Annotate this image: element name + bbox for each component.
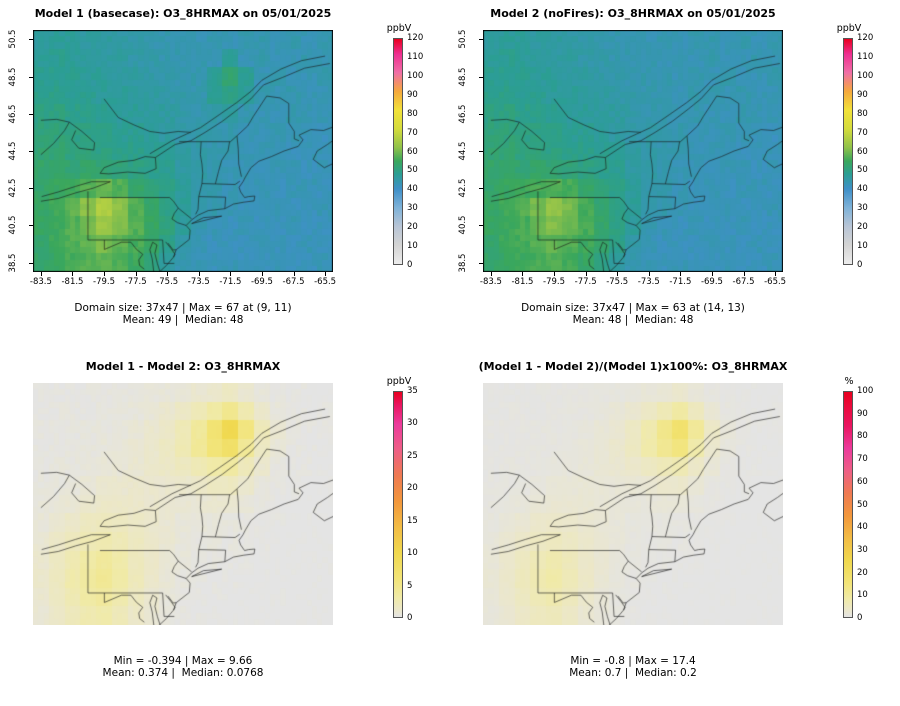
stats-line1: Min = -0.8 | Max = 17.4: [570, 655, 696, 667]
panel-model1: Model 1 (basecase): O3_8HRMAX on 05/01/2…: [0, 0, 450, 353]
panel-difference: Model 1 - Model 2: O3_8HRMAX ppbV 0 5 10 15…: [0, 353, 450, 706]
x-axis: [483, 630, 783, 641]
colorbar-ticks: 0 10 20 30 40 50 60 70 80 90 100: [857, 386, 874, 623]
stats-line2: Mean: 48 | Median: 48: [572, 314, 694, 326]
y-axis: [0, 383, 30, 625]
colorbar-ticks: 0 5 10 15 20 25 30 35: [407, 386, 418, 623]
y-axis: 50.5 48.5 46.5 44.5 42.5 40.5 38.5: [8, 29, 18, 273]
stats-line1: Domain size: 37x47 | Max = 67 at (9, 11): [74, 302, 292, 314]
heatmap-percent-difference: [483, 383, 783, 625]
x-axis: -83.5 -81.5 -79.5 -77.5 -75.5 -73.5 -71.5 -69.5…: [479, 277, 787, 287]
colorbar: [843, 391, 853, 618]
colorbar-ticks: 0 10 20 30 40 50 60 70 80 90 100 110 120: [407, 33, 424, 270]
colorbar: [393, 38, 403, 265]
x-axis: [33, 630, 333, 641]
stats-line2: Mean: 0.7 | Median: 0.2: [569, 667, 697, 679]
colorbar-ticks: 0 10 20 30 40 50 60 70 80 90 100 110 120: [857, 33, 874, 270]
y-axis: [450, 383, 480, 625]
panel-model2: Model 2 (noFires): O3_8HRMAX on 05/01/20…: [450, 0, 900, 353]
heatmap-model1: [33, 30, 333, 272]
x-axis: -83.5 -81.5 -79.5 -77.5 -75.5 -73.5 -71.5 -69.5…: [29, 277, 337, 287]
stats-line2: Mean: 0.374 | Median: 0.0768: [102, 667, 264, 679]
colorbar-unit-label: %: [844, 376, 854, 387]
colorbar: [393, 391, 403, 618]
colorbar-unit-label: ppbV: [836, 23, 862, 34]
panel-title: Model 1 (basecase): O3_8HRMAX on 05/01/2…: [34, 7, 332, 20]
stats-line1: Domain size: 37x47 | Max = 63 at (14, 13…: [521, 302, 745, 314]
panel-percent-difference: (Model 1 - Model 2)/(Model 1)x100%: O3_8…: [450, 353, 900, 706]
panel-title: (Model 1 - Model 2)/(Model 1)x100%: O3_8…: [478, 360, 788, 373]
stats-line2: Mean: 49 | Median: 48: [122, 314, 244, 326]
panel-title: Model 1 - Model 2: O3_8HRMAX: [85, 360, 281, 373]
colorbar: [843, 38, 853, 265]
colorbar-unit-label: ppbV: [386, 376, 412, 387]
panel-title: Model 2 (noFires): O3_8HRMAX on 05/01/20…: [490, 7, 776, 20]
y-axis: 50.5 48.5 46.5 44.5 42.5 40.5 38.5: [458, 29, 468, 273]
stats-line1: Min = -0.394 | Max = 9.66: [113, 655, 253, 667]
colorbar-unit-label: ppbV: [386, 23, 412, 34]
heatmap-difference: [33, 383, 333, 625]
heatmap-model2: [483, 30, 783, 272]
